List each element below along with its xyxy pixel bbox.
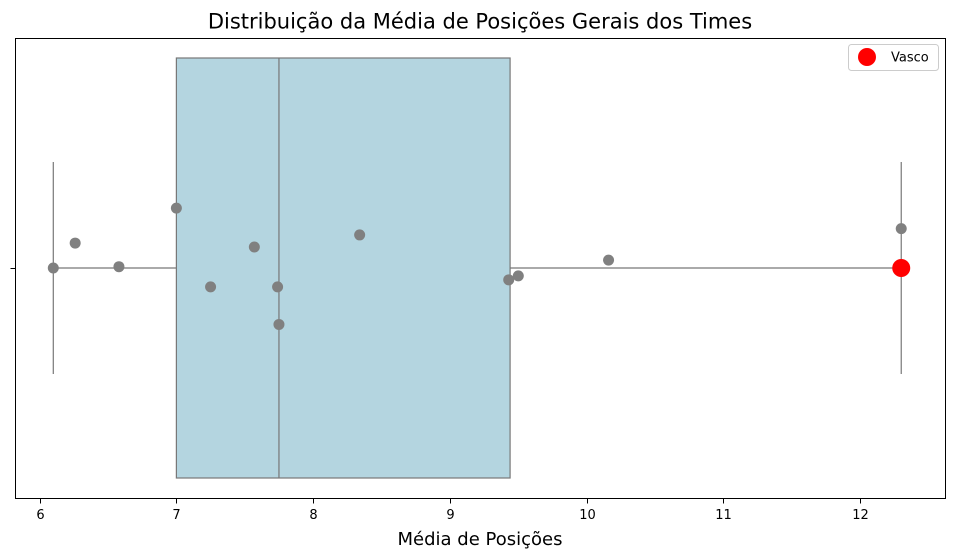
data-point [47,262,59,274]
data-point [354,229,366,241]
data-point [170,202,182,214]
data-point [113,261,125,273]
x-tick-label: 10 [579,508,596,523]
x-axis-label: Média de Posições [398,529,563,550]
x-tick-label: 8 [309,508,317,523]
legend-label-vasco: Vasco [891,51,929,66]
chart-title: Distribuição da Média de Posições Gerais… [208,10,752,34]
x-tick-label: 12 [852,508,869,523]
legend: Vasco [848,44,939,71]
data-point [895,223,907,235]
data-point [272,281,284,293]
data-point [603,254,615,266]
x-tick-label: 9 [446,508,454,523]
data-point [69,237,81,249]
data-point [512,270,524,282]
iqr-box [175,57,511,479]
highlight-point-vasco [892,259,911,277]
data-point [205,281,217,293]
data-points [47,202,907,330]
x-axis-ticks: 6 7 8 9 10 11 12 [36,498,869,523]
legend-marker-vasco [858,48,876,66]
x-tick-label: 11 [715,508,732,523]
data-point [273,318,285,330]
x-tick-label: 7 [172,508,180,523]
plot-area [47,57,911,479]
data-point [248,241,260,253]
x-tick-label: 6 [36,508,44,523]
data-point [503,274,515,286]
